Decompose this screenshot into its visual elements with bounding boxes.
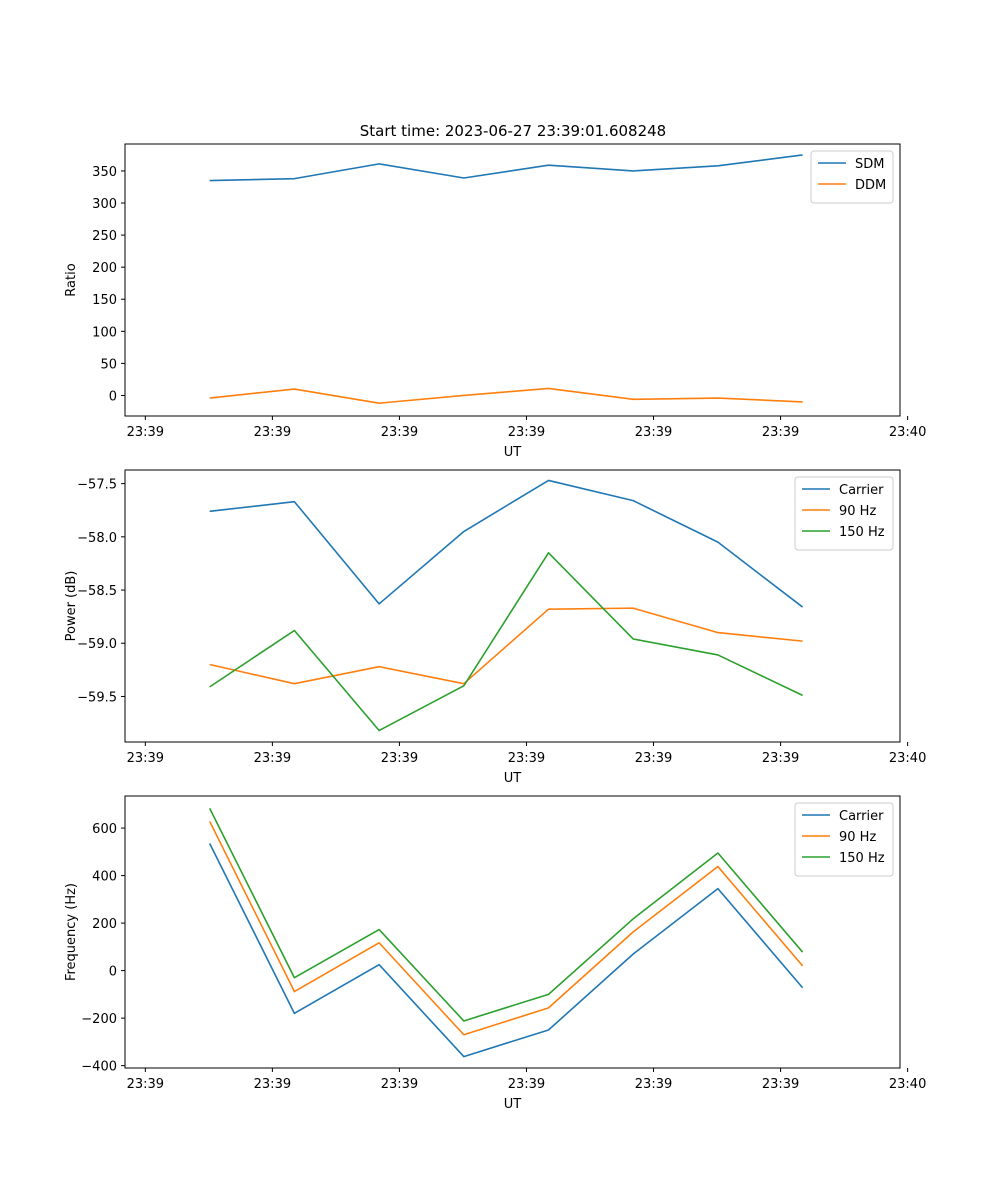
x-tick-label: 23:39	[635, 1077, 672, 1092]
x-tick-label: 23:39	[762, 1077, 799, 1092]
subplot-3: 23:39 23:39 23:39 23:39 23:39 23:39 23:40−400−…	[64, 795, 926, 1112]
series-lines	[209, 479, 804, 732]
y-tick-label: −59.0	[77, 637, 117, 652]
x-tick-label: 23:39	[762, 425, 799, 440]
x-axis-label: UT	[504, 1097, 522, 1112]
x-tick-label: 23:39	[127, 751, 164, 766]
x-tick-label: 23:39	[127, 1077, 164, 1092]
x-tick-label: 23:39	[508, 425, 545, 440]
y-tick-label: 200	[92, 917, 117, 932]
x-tick-label: 23:39	[254, 1077, 291, 1092]
x-tick-label: 23:39	[508, 1077, 545, 1092]
y-axis-ticks: 0 50 100 150 200 250 300 350	[92, 165, 125, 404]
legend-frame	[810, 150, 894, 204]
x-tick-label: 23:39	[508, 751, 545, 766]
x-axis-ticks: 23:39 23:39 23:39 23:39 23:39 23:39 23:40	[127, 1068, 926, 1092]
x-tick-label: 23:39	[635, 425, 672, 440]
series-line-carrier	[209, 479, 804, 608]
series-line-90-hz	[209, 607, 803, 685]
x-tick-label: 23:39	[381, 425, 418, 440]
y-tick-label: −400	[81, 1060, 117, 1075]
series-lines	[208, 807, 804, 1058]
y-tick-label: 150	[92, 293, 117, 308]
legend-label: Carrier	[839, 483, 884, 498]
x-axis-label: UT	[504, 771, 522, 786]
x-tick-label: 23:40	[889, 1077, 926, 1092]
legend: Carrier 90 Hz 150 Hz	[794, 802, 894, 877]
x-tick-label: 23:40	[889, 751, 926, 766]
y-tick-label: 350	[92, 165, 117, 180]
y-tick-label: −58.5	[77, 584, 117, 599]
x-tick-label: 23:40	[889, 425, 926, 440]
x-tick-label: 23:39	[762, 751, 799, 766]
y-axis-label: Ratio	[64, 263, 79, 296]
legend: Carrier 90 Hz 150 Hz	[794, 476, 894, 551]
x-tick-label: 23:39	[635, 751, 672, 766]
subplot-2: 23:39 23:39 23:39 23:39 23:39 23:39 23:40 −59.5…	[64, 469, 926, 786]
y-tick-label: 0	[109, 965, 117, 980]
series-line-150-hz	[209, 551, 803, 732]
y-axis-ticks: −400 −200 0 200 400 600	[81, 822, 125, 1075]
x-tick-label: 23:39	[381, 751, 418, 766]
y-tick-label: 100	[92, 325, 117, 340]
x-tick-label: 23:39	[254, 425, 291, 440]
y-tick-label: 50	[100, 357, 117, 372]
y-tick-label: −57.5	[77, 478, 117, 493]
legend: SDM DDM	[810, 150, 894, 204]
y-tick-label: 400	[92, 870, 117, 885]
series-line-90-hz	[208, 821, 804, 1036]
subplots: 23:39 23:39 23:39 23:39 23:39 23:39 23:40 0 50 10…	[64, 143, 926, 1112]
legend-label: 150 Hz	[839, 525, 885, 540]
legend-label: 90 Hz	[839, 504, 876, 519]
legend-label: SDM	[855, 157, 884, 172]
y-tick-label: 200	[92, 261, 117, 276]
x-axis-ticks: 23:39 23:39 23:39 23:39 23:39 23:39 23:40	[127, 416, 926, 440]
y-tick-label: −59.5	[77, 690, 117, 705]
legend-label: Carrier	[839, 809, 884, 824]
axes-frame	[124, 469, 901, 743]
y-axis-ticks: −59.5 −59.0 −58.5 −58.0 −57.5	[77, 478, 125, 705]
legend-label: DDM	[855, 178, 886, 193]
x-tick-label: 23:39	[127, 425, 164, 440]
legend-label: 90 Hz	[839, 830, 876, 845]
axes-frame	[124, 795, 901, 1069]
y-tick-label: −200	[81, 1012, 117, 1027]
series-line-carrier	[208, 843, 804, 1058]
x-axis-ticks: 23:39 23:39 23:39 23:39 23:39 23:39 23:40	[127, 742, 926, 766]
series-line-150-hz	[208, 807, 804, 1022]
x-tick-label: 23:39	[254, 751, 291, 766]
y-tick-label: −58.0	[77, 531, 117, 546]
y-tick-label: 600	[92, 822, 117, 837]
axes-frame	[124, 143, 901, 417]
series-line-sdm	[209, 154, 803, 182]
subplot-1: 23:39 23:39 23:39 23:39 23:39 23:39 23:40 0 50 10…	[64, 143, 926, 460]
y-tick-label: 0	[109, 389, 117, 404]
series-lines	[209, 154, 803, 404]
figure-title: Start time: 2023-06-27 23:39:01.608248	[360, 122, 666, 140]
legend-label: 150 Hz	[839, 851, 885, 866]
x-tick-label: 23:39	[381, 1077, 418, 1092]
y-tick-label: 250	[92, 229, 117, 244]
y-axis-label: Power (dB)	[64, 571, 79, 642]
x-axis-label: UT	[504, 445, 522, 460]
series-line-ddm	[209, 387, 803, 404]
y-axis-label: Frequency (Hz)	[64, 883, 79, 981]
y-tick-label: 300	[92, 197, 117, 212]
